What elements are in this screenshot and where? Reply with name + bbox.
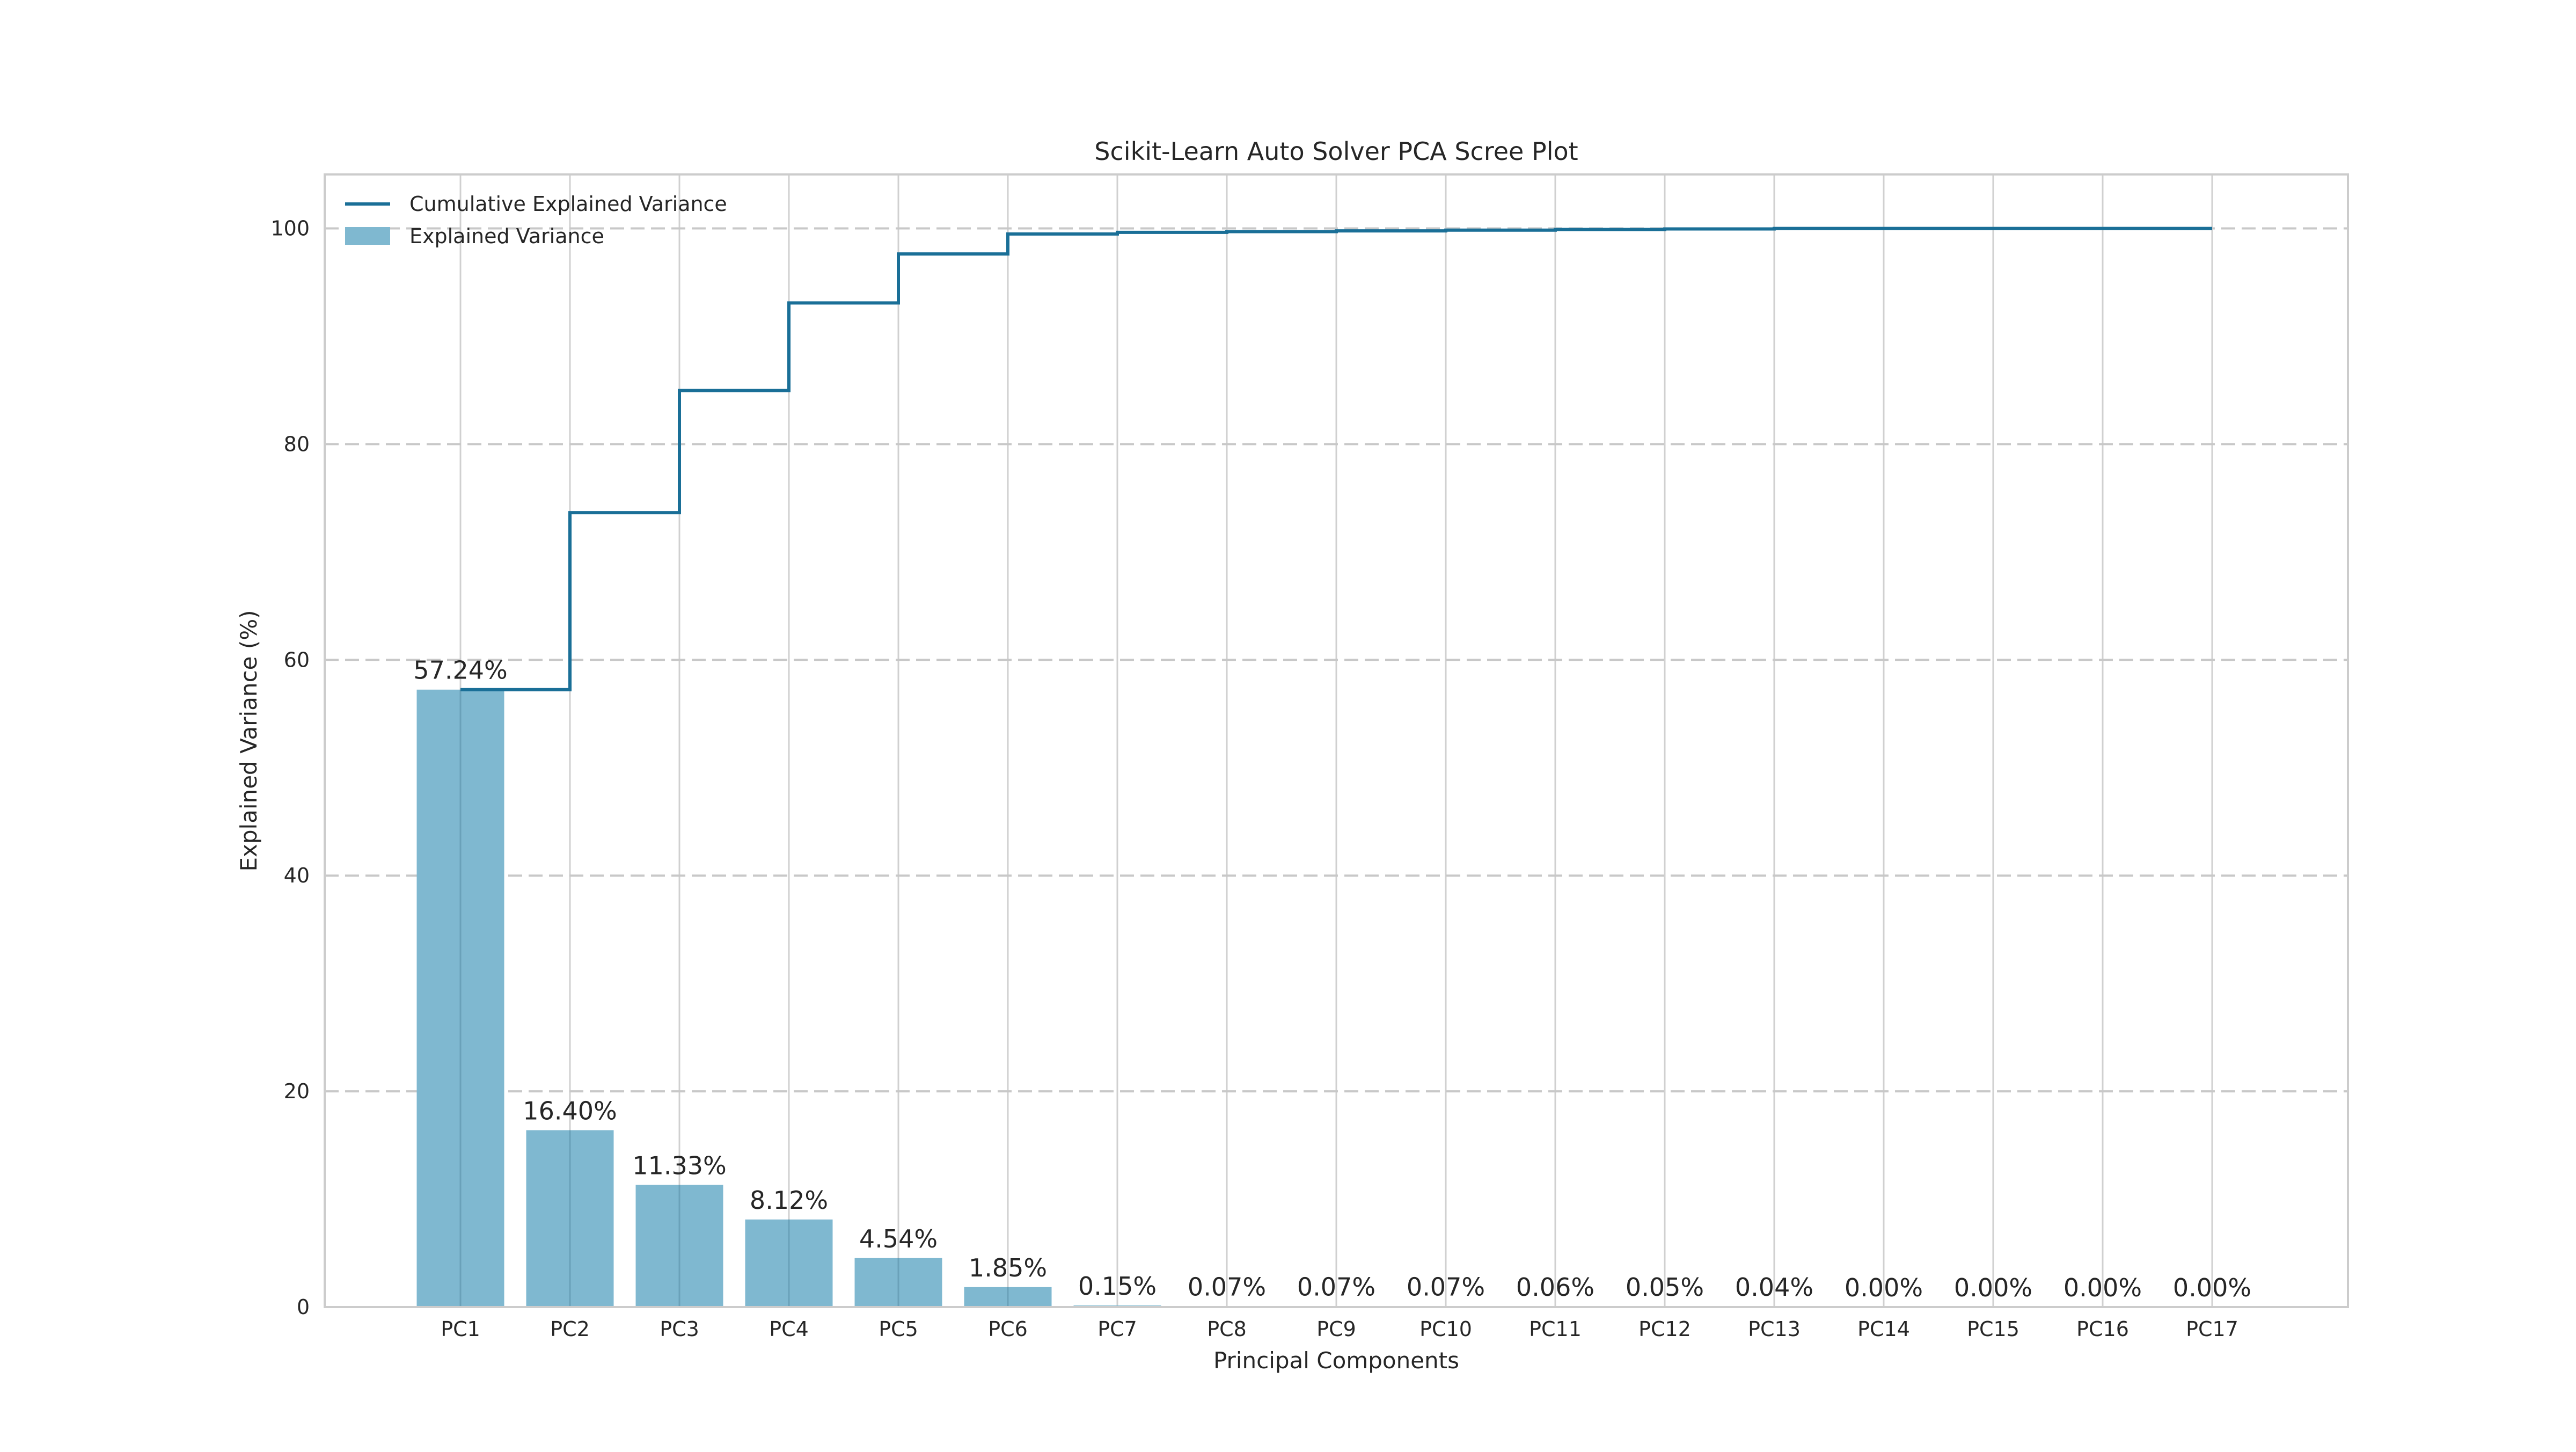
data-label-pc9: 0.07% [1297,1273,1375,1302]
data-label-pc17: 0.00% [2173,1273,2251,1302]
legend-label-cumulative: Cumulative Explained Variance [409,192,727,216]
x-tick-label: PC1 [441,1317,480,1341]
x-tick-label: PC15 [1967,1317,2019,1341]
data-label-pc5: 4.54% [859,1224,938,1253]
bars-layer [416,689,1818,1307]
data-label-pc15: 0.00% [1954,1273,2032,1302]
chart-title: Scikit-Learn Auto Solver PCA Scree Plot [1094,137,1578,166]
data-label-pc2: 16.40% [523,1096,617,1125]
x-tick-label: PC13 [1748,1317,1801,1341]
y-ticks-layer: 0 20 40 60 80 100 [270,216,310,1319]
legend-swatch-explained [345,227,390,245]
data-label-pc14: 0.00% [1845,1273,1923,1302]
data-label-pc1: 57.24% [413,656,507,685]
y-tick-label: 100 [270,216,310,240]
x-tick-label: PC9 [1316,1317,1356,1341]
data-labels-layer: 57.24% 16.40% 11.33% 8.12% 4.54% 1.85% 0.15% 0.… [413,656,2251,1302]
cumulative-variance-line [460,227,2212,691]
x-tick-label: PC7 [1097,1317,1137,1341]
data-label-pc10: 0.07% [1407,1273,1485,1302]
y-tick-label: 40 [284,864,310,887]
data-label-pc3: 11.33% [632,1151,726,1180]
x-tick-label: PC8 [1207,1317,1247,1341]
x-tick-label: PC12 [1638,1317,1691,1341]
legend: Cumulative Explained Variance Explained … [345,192,727,248]
plot-frame [324,173,2349,1308]
line-layer [460,227,2212,691]
y-tick-label: 20 [284,1079,310,1103]
x-tick-label: PC3 [660,1317,699,1341]
x-axis-label: Principal Components [1213,1347,1459,1374]
data-label-pc8: 0.07% [1188,1273,1266,1302]
data-label-pc13: 0.04% [1735,1273,1813,1302]
y-tick-label: 60 [284,648,310,672]
x-tick-label: PC2 [550,1317,590,1341]
x-tick-label: PC17 [2186,1317,2238,1341]
data-label-pc11: 0.06% [1516,1273,1594,1302]
y-tick-label: 0 [297,1295,310,1319]
y-axis-label: Explained Variance (%) [236,610,262,871]
data-label-pc16: 0.00% [2063,1273,2142,1302]
x-tick-label: PC10 [1419,1317,1472,1341]
x-tick-label: PC14 [1857,1317,1910,1341]
x-tick-label: PC16 [2076,1317,2129,1341]
data-label-pc7: 0.15% [1078,1272,1157,1301]
x-ticks-layer: PC1 PC2 PC3 PC4 PC5 PC6 PC7 PC8 PC9 PC10 PC11 PC12 P… [441,1317,2238,1341]
data-label-pc6: 1.85% [969,1253,1047,1282]
legend-label-explained: Explained Variance [409,224,604,248]
x-tick-label: PC4 [769,1317,809,1341]
x-tick-label: PC5 [879,1317,918,1341]
data-label-pc4: 8.12% [750,1186,828,1215]
x-tick-label: PC11 [1529,1317,1582,1341]
y-tick-label: 80 [284,432,310,456]
data-label-pc12: 0.05% [1626,1273,1704,1302]
x-tick-label: PC6 [988,1317,1028,1341]
